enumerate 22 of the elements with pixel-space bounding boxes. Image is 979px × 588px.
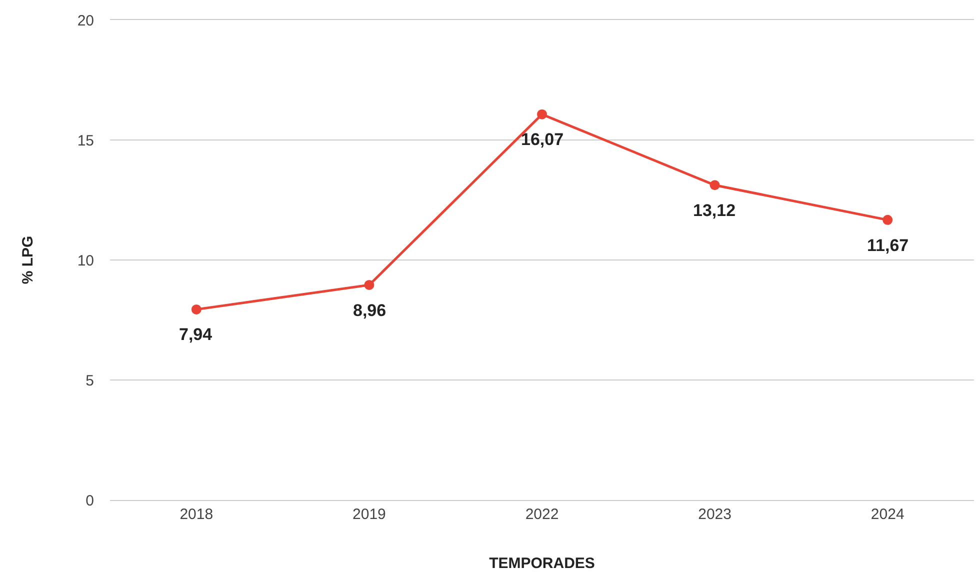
- x-tick-label: 2018: [180, 506, 214, 523]
- point: [882, 214, 893, 225]
- y-tick-label: 5: [86, 372, 94, 390]
- x-axis-title: TEMPORADES: [489, 555, 595, 572]
- point: [191, 304, 202, 314]
- data-label: 11,67: [867, 236, 909, 255]
- y-tick-label: 0: [86, 492, 94, 510]
- data-label: 13,12: [693, 201, 736, 220]
- point: [364, 280, 374, 290]
- point: [710, 180, 720, 190]
- x-tick-label: 2022: [525, 506, 559, 523]
- data-label: 8,96: [353, 301, 386, 320]
- y-tick-label: 10: [77, 252, 94, 270]
- x-tick-label: 2024: [870, 506, 904, 523]
- y-tick-label: 20: [77, 12, 94, 30]
- data-label: 16,07: [521, 130, 564, 149]
- x-tick-label: 2019: [352, 506, 386, 523]
- point: [537, 109, 547, 120]
- y-axis-title: % LPG: [20, 236, 37, 284]
- data-label: 7,94: [179, 325, 213, 344]
- y-tick-label: 15: [77, 132, 94, 150]
- x-tick-label: 2023: [698, 506, 732, 523]
